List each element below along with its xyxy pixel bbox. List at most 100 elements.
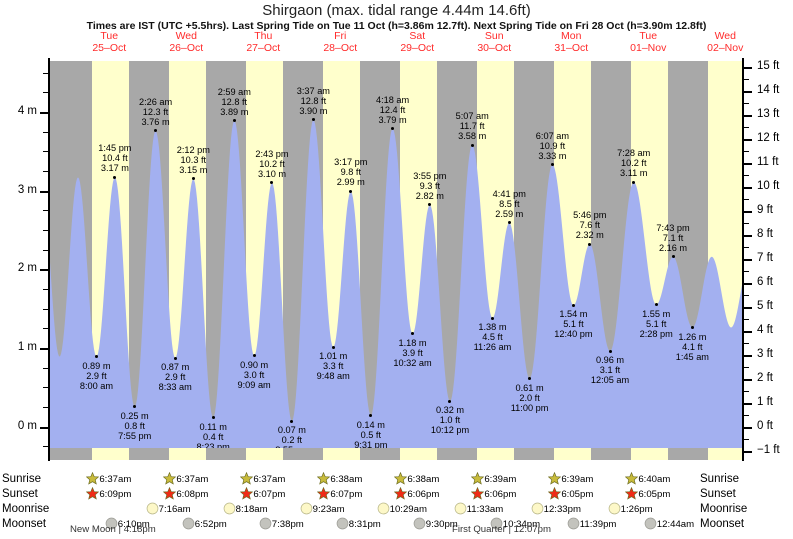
tide-m: 3.89 m	[220, 106, 249, 117]
moonset-row-label-right: Moonset	[700, 518, 745, 530]
high-tide-label-11: 3:37 am 12.8 ft 3.90 m	[270, 86, 356, 116]
moonrise-moon-icon	[531, 502, 544, 515]
day-of-week: Tue	[100, 30, 119, 42]
day-date: 01–Nov	[630, 41, 667, 54]
y-axis-label-ft-13: 13 ft	[757, 108, 780, 121]
tide-ft: 12.4 ft	[379, 104, 406, 115]
moonset-moon-icon	[490, 517, 503, 530]
strip-night-band-4	[359, 448, 401, 460]
tide-time: 7:43 pm	[656, 222, 690, 233]
tide-extreme-dot-30	[690, 326, 694, 329]
tide-m: 0.32 m	[435, 405, 465, 416]
tide-extreme-dot-16	[411, 332, 415, 336]
tide-time: 1:45 am	[675, 351, 709, 362]
tide-extreme-dot-9	[270, 181, 274, 185]
day-of-week: Tue	[639, 30, 658, 42]
right-major-tick	[744, 258, 752, 261]
y-axis-label-ft-2: 2 ft	[757, 371, 773, 384]
moonset-time-4: 9:30pm	[425, 519, 458, 530]
sunrise-time-6: 6:39am	[561, 474, 594, 485]
high-tide-label-7: 2:59 am 12.8 ft 3.89 m	[191, 87, 277, 117]
tide-extreme-dot-10	[290, 419, 294, 423]
right-major-tick	[744, 378, 752, 381]
moonset-moon-icon	[105, 517, 118, 530]
right-minor-tick	[744, 390, 749, 392]
moonset-row-label-left: Moonset	[2, 518, 47, 530]
moonrise-row-label-right: Moonrise	[700, 503, 748, 515]
tide-ft: 4.5 ft	[482, 332, 503, 343]
tide-time: 7:55 pm	[118, 430, 152, 441]
left-minor-tick	[43, 131, 48, 133]
day-header-0: Tue 25–Oct	[69, 30, 149, 54]
left-major-tick	[40, 190, 48, 193]
moonrise-moon-icon	[454, 502, 467, 515]
tide-time: 2:43 pm	[255, 148, 289, 159]
right-minor-tick	[744, 294, 749, 296]
tide-m: 0.96 m	[595, 355, 625, 366]
tide-m: 0.90 m	[240, 359, 269, 370]
tide-m: 0.07 m	[277, 425, 306, 436]
tide-extreme-dot-20	[490, 316, 494, 320]
left-axis-line	[48, 58, 50, 461]
tide-time: 3:55 pm	[413, 170, 447, 181]
right-minor-tick	[744, 174, 749, 176]
high-tide-label-29: 7:43 pm 7.1 ft 2.16 m	[630, 223, 716, 253]
moonset-moon-icon	[182, 517, 195, 530]
tide-extreme-dot-22	[528, 377, 532, 381]
day-header-2: Thu 27–Oct	[223, 30, 303, 54]
tide-time: 1:45 pm	[98, 143, 132, 154]
tide-extreme-dot-24	[571, 303, 575, 307]
tide-m: 0.89 m	[82, 360, 111, 371]
sunset-star-icon	[625, 486, 639, 500]
right-minor-tick	[744, 79, 749, 81]
day-header-7: Tue 01–Nov	[608, 30, 688, 54]
right-major-tick	[744, 426, 752, 429]
tide-curve	[50, 120, 742, 458]
low-tide-label-18: 0.32 m 1.0 ft 10:12 pm	[407, 405, 493, 435]
sunset-star-icon	[163, 486, 177, 500]
moonrise-row-label-left: Moonrise	[2, 503, 50, 515]
moon-phase-note-0: New Moon | 4:18pm	[70, 524, 156, 535]
tide-m: 3.33 m	[538, 150, 567, 161]
tide-ft: 2.9 ft	[86, 370, 107, 381]
tide-ft: 10.2 ft	[620, 158, 647, 169]
tide-m: 1.26 m	[678, 331, 707, 342]
tide-extreme-dot-21	[507, 221, 511, 225]
tide-time: 3:17 pm	[334, 157, 368, 168]
moonset-moon-icon	[336, 517, 349, 530]
tide-plot-area	[50, 61, 742, 458]
moonrise-time-6: 1:26pm	[620, 504, 653, 515]
sunset-star-icon	[394, 486, 408, 500]
tide-extreme-dot-5	[191, 177, 195, 181]
tide-m: 3.90 m	[299, 105, 328, 116]
moonrise-moon-icon	[223, 502, 236, 515]
tide-extreme-dot-8	[252, 354, 256, 358]
strip-night-band-2	[205, 448, 246, 460]
tide-time: 10:32 am	[393, 357, 432, 368]
strip-night-band-5	[436, 448, 478, 460]
tide-ft: 3.1 ft	[599, 365, 621, 376]
high-tide-label-23: 6:07 am 10.9 ft 3.33 m	[509, 131, 595, 161]
day-date: 25–Oct	[92, 41, 127, 54]
tide-time: 8:33 am	[158, 382, 192, 393]
tide-time: 8:23 pm	[196, 441, 230, 452]
sunset-star-icon	[471, 486, 485, 500]
left-major-tick	[40, 347, 48, 350]
moon-phase-name: New Moon	[70, 524, 116, 535]
tide-extreme-dot-12	[331, 345, 335, 349]
tide-ft: 0.5 ft	[360, 429, 382, 440]
high-tide-label-5: 2:12 pm 10.3 ft 3.15 m	[150, 145, 236, 175]
tide-m: 3.58 m	[458, 131, 487, 142]
tide-ft: 12.8 ft	[221, 96, 248, 107]
tide-m: 1.18 m	[398, 337, 427, 348]
tide-ft: 8.5 ft	[499, 198, 520, 209]
moonset-time-6: 11:39pm	[579, 519, 617, 530]
high-tide-label-17: 3:55 pm 9.3 ft 2.82 m	[387, 171, 473, 201]
y-axis-label-ft-14: 14 ft	[757, 84, 780, 97]
sunset-star-icon	[240, 486, 254, 500]
tide-m: 1.38 m	[478, 322, 507, 333]
y-axis-label-ft-1: 1 ft	[757, 395, 773, 408]
tide-ft: 0.8 ft	[124, 420, 145, 431]
y-axis-label-m-2: 2 m	[17, 262, 37, 275]
tide-extreme-dot-18	[448, 399, 452, 403]
